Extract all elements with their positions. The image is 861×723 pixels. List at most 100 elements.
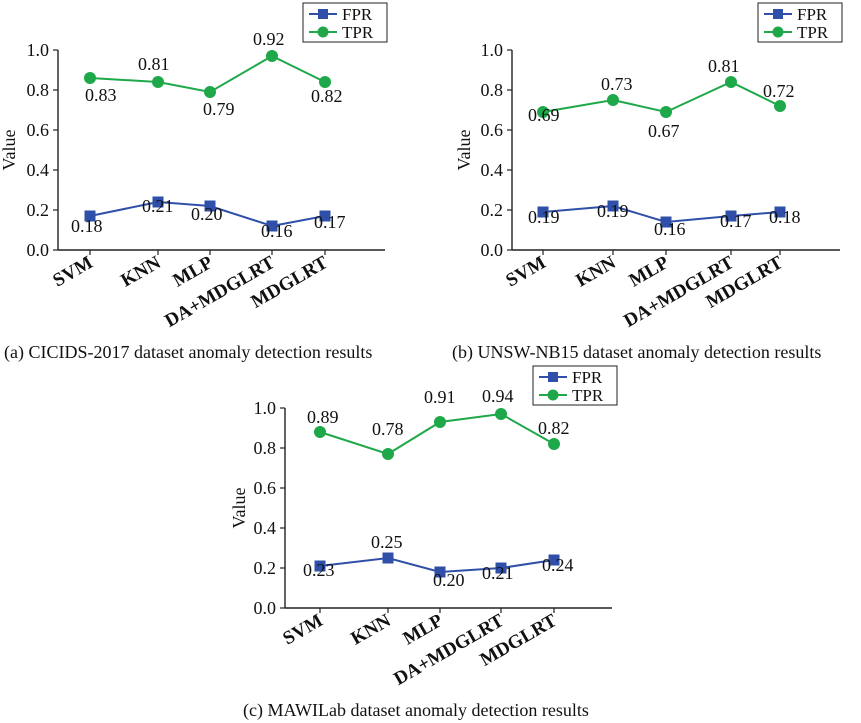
- y-tick-label: 0.2: [254, 558, 277, 578]
- y-tick-label: 0.2: [481, 200, 504, 220]
- tpr-data-label: 0.78: [372, 419, 404, 439]
- legend-box: [532, 365, 618, 406]
- y-tick-label: 0.6: [27, 120, 50, 140]
- tpr-data-label: 0.67: [648, 121, 680, 141]
- y-tick-label: 1.0: [254, 398, 277, 418]
- chart-caption: (a) CICIDS-2017 dataset anomaly detectio…: [4, 342, 372, 363]
- x-category-label: KNN: [117, 252, 164, 291]
- fpr-data-label: 0.16: [261, 221, 293, 241]
- y-tick-label: 0.8: [254, 438, 277, 458]
- legend-box: [757, 2, 843, 43]
- tpr-marker: [204, 86, 216, 98]
- tpr-marker: [548, 438, 560, 450]
- fpr-data-label: 0.18: [769, 207, 801, 227]
- fpr-data-label: 0.16: [654, 219, 686, 239]
- tpr-data-label: 0.92: [253, 29, 285, 49]
- fpr-marker: [495, 562, 507, 574]
- fpr-data-label: 0.17: [720, 211, 752, 231]
- x-category-label: KNN: [347, 610, 394, 649]
- y-tick-label: 0.8: [27, 80, 50, 100]
- y-axis-title: Value: [0, 129, 19, 170]
- fpr-marker: [152, 196, 164, 208]
- fpr-marker: [84, 210, 96, 222]
- x-category-label: SVM: [279, 610, 326, 649]
- fpr-data-label: 0.17: [314, 212, 346, 232]
- legend-marker-tpr: [317, 26, 329, 38]
- y-tick-label: 1.0: [27, 40, 50, 60]
- fpr-marker: [434, 566, 446, 578]
- y-tick-label: 0.8: [481, 80, 504, 100]
- fpr-marker: [537, 206, 549, 218]
- tpr-data-label: 0.94: [482, 386, 514, 406]
- fpr-data-label: 0.24: [542, 555, 574, 575]
- tpr-data-label: 0.82: [311, 86, 343, 106]
- legend-marker-fpr: [773, 9, 783, 19]
- fpr-marker: [607, 200, 619, 212]
- y-tick-label: 0.0: [481, 240, 504, 260]
- fpr-marker: [382, 552, 394, 564]
- tpr-data-label: 0.82: [538, 418, 570, 438]
- x-category-label: MLP: [625, 252, 672, 291]
- fpr-data-label: 0.21: [482, 563, 514, 583]
- fpr-data-label: 0.19: [597, 201, 629, 221]
- y-tick-label: 1.0: [481, 40, 504, 60]
- y-tick-label: 0.0: [27, 240, 50, 260]
- legend-marker-tpr: [547, 389, 559, 401]
- y-tick-label: 0.4: [27, 160, 50, 180]
- tpr-data-label: 0.79: [203, 99, 235, 119]
- fpr-marker: [548, 554, 560, 566]
- tpr-data-label: 0.91: [424, 387, 456, 407]
- tpr-marker: [660, 106, 672, 118]
- legend-label-tpr: TPR: [342, 23, 374, 42]
- y-tick-label: 0.6: [254, 478, 277, 498]
- legend-label-tpr: TPR: [797, 23, 829, 42]
- legend-marker-fpr: [318, 9, 328, 19]
- fpr-data-label: 0.18: [71, 216, 103, 236]
- tpr-marker: [314, 426, 326, 438]
- tpr-marker: [266, 50, 278, 62]
- fpr-marker: [204, 200, 216, 212]
- tpr-marker: [382, 448, 394, 460]
- fpr-data-label: 0.20: [433, 570, 465, 590]
- tpr-marker: [537, 106, 549, 118]
- fpr-data-label: 0.20: [191, 204, 223, 224]
- tpr-marker: [495, 408, 507, 420]
- chart-caption: (c) MAWILab dataset anomaly detection re…: [243, 700, 589, 721]
- tpr-marker: [725, 76, 737, 88]
- fpr-marker: [774, 206, 786, 218]
- series-line-tpr: [542, 80, 781, 114]
- legend-label-fpr: FPR: [342, 5, 373, 24]
- legend-box: [302, 2, 388, 43]
- tpr-marker: [319, 76, 331, 88]
- fpr-marker: [660, 216, 672, 228]
- tpr-marker: [607, 94, 619, 106]
- y-axis-title: Value: [229, 487, 249, 528]
- tpr-data-label: 0.72: [763, 81, 795, 101]
- tpr-marker: [84, 72, 96, 84]
- y-tick-label: 0.6: [481, 120, 504, 140]
- legend-marker-fpr: [548, 372, 558, 382]
- x-category-label: KNN: [572, 252, 619, 291]
- chart-caption: (b) UNSW-NB15 dataset anomaly detection …: [452, 342, 821, 363]
- fpr-data-label: 0.19: [528, 207, 560, 227]
- tpr-marker: [434, 416, 446, 428]
- tpr-data-label: 0.81: [708, 56, 740, 76]
- fpr-marker: [725, 210, 737, 222]
- legend-marker-tpr: [772, 26, 784, 38]
- legend-label-fpr: FPR: [797, 5, 828, 24]
- tpr-marker: [152, 76, 164, 88]
- legend-label-fpr: FPR: [572, 368, 603, 387]
- fpr-data-label: 0.25: [371, 532, 403, 552]
- y-tick-label: 0.4: [254, 518, 277, 538]
- y-axis-title: Value: [454, 129, 474, 170]
- fpr-data-label: 0.21: [142, 196, 174, 216]
- fpr-marker: [266, 220, 278, 232]
